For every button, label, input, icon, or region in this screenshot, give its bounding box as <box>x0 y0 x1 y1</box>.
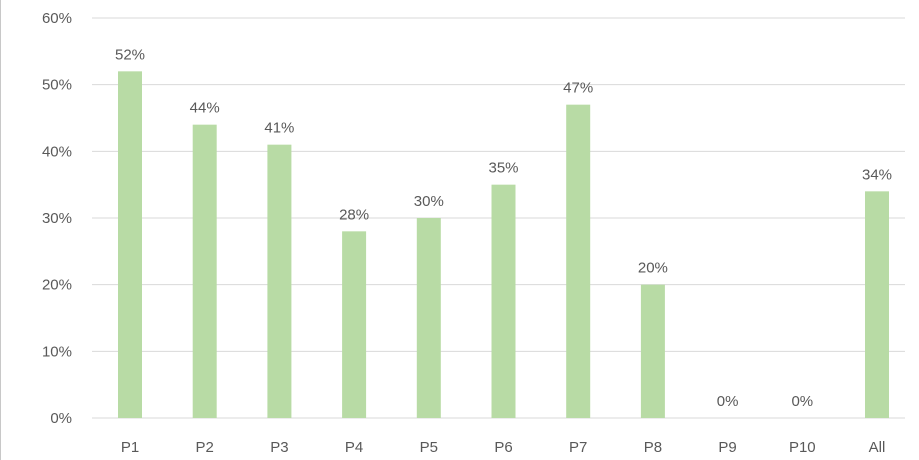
y-tick-label: 20% <box>42 277 72 294</box>
data-label: 44% <box>190 100 220 117</box>
data-label: 0% <box>791 393 813 410</box>
y-tick-label: 10% <box>42 343 72 360</box>
bar <box>640 284 665 418</box>
y-tick-label: 30% <box>42 210 72 227</box>
data-label: 35% <box>488 160 518 177</box>
bar <box>416 218 441 418</box>
x-tick-label: P6 <box>494 439 512 456</box>
gridlines <box>92 17 905 419</box>
bar <box>118 71 142 418</box>
chart-left-border <box>0 0 1 460</box>
x-tick-label: All <box>869 439 886 456</box>
x-tick-label: P4 <box>345 439 363 456</box>
bars <box>118 71 889 419</box>
x-tick-label: P3 <box>270 439 288 456</box>
bar <box>267 144 292 418</box>
bar <box>342 231 367 418</box>
data-label: 30% <box>414 193 444 210</box>
bar <box>192 124 217 419</box>
y-tick-label: 0% <box>50 410 72 427</box>
x-tick-label: P7 <box>569 439 587 456</box>
x-tick-label: P9 <box>718 439 736 456</box>
data-labels: 52% 44% 41% 28% 30% 35% 47% 20% 0% 0% 34% <box>115 46 892 410</box>
y-tick-label: 60% <box>42 10 72 27</box>
data-label: 28% <box>339 206 369 223</box>
x-tick-label: P10 <box>789 439 816 456</box>
x-tick-label: P1 <box>121 439 139 456</box>
data-label: 34% <box>862 166 892 183</box>
data-label: 47% <box>563 80 593 97</box>
data-label: 52% <box>115 46 145 63</box>
x-tick-label: P8 <box>644 439 662 456</box>
x-axis-tick-labels: P1 P2 P3 P4 P5 P6 P7 P8 P9 P10 All <box>121 439 886 456</box>
bar <box>865 191 889 418</box>
bar <box>491 184 516 418</box>
y-tick-label: 50% <box>42 77 72 94</box>
data-label: 20% <box>638 260 668 277</box>
data-label: 41% <box>264 120 294 137</box>
bar <box>566 104 591 419</box>
y-axis-tick-labels: 0% 10% 20% 30% 40% 50% 60% <box>42 10 72 427</box>
x-tick-label: P5 <box>420 439 438 456</box>
y-tick-label: 40% <box>42 143 72 160</box>
x-tick-label: P2 <box>196 439 214 456</box>
data-label: 0% <box>717 393 739 410</box>
